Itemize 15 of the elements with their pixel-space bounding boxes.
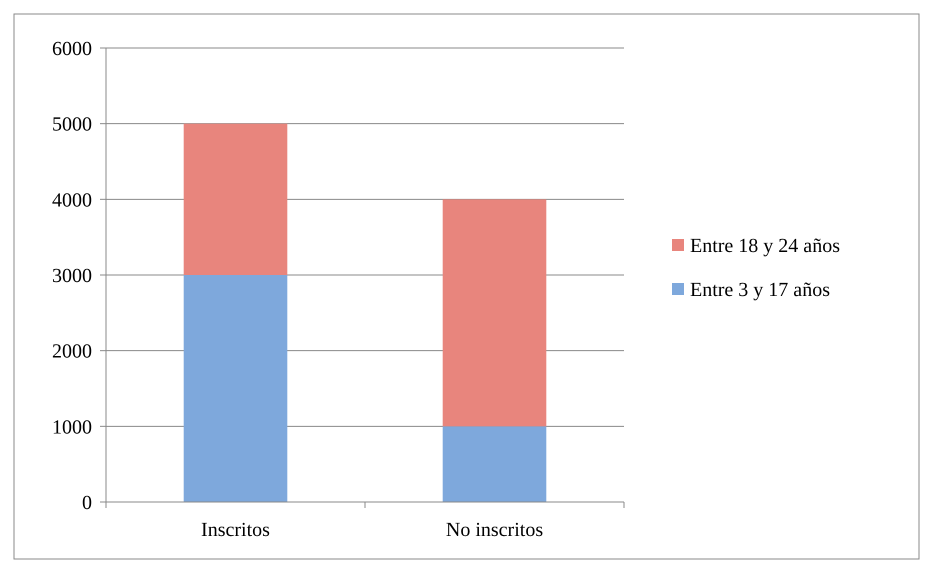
- y-tick-label: 3000: [52, 265, 92, 287]
- y-tick-label: 0: [82, 492, 92, 514]
- legend-label: Entre 3 y 17 años: [690, 279, 830, 301]
- bar: [442, 199, 546, 426]
- bar: [442, 426, 546, 502]
- y-tick-label: 5000: [52, 114, 92, 136]
- x-tick-label: No inscritos: [446, 519, 544, 541]
- y-tick-label: 2000: [52, 340, 92, 363]
- x-tick-label: Inscritos: [201, 519, 270, 541]
- y-tick-label: 1000: [52, 416, 92, 438]
- bar: [184, 124, 288, 275]
- y-tick-label: 4000: [52, 189, 92, 212]
- bar: [184, 275, 288, 502]
- y-tick-label: 6000: [52, 38, 92, 60]
- legend-label: Entre 18 y 24 años: [690, 235, 840, 257]
